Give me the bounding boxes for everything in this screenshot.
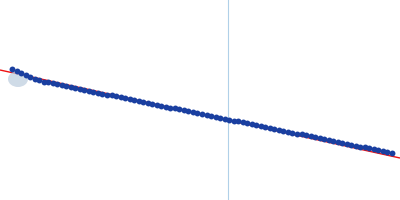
Point [108,94,115,97]
Point [271,127,278,130]
Point [172,107,178,110]
Point [262,125,268,129]
Point [307,135,314,138]
Point [267,126,273,130]
Point [176,108,182,111]
Point [136,99,142,103]
Point [344,142,350,145]
Point [81,88,88,91]
Point [126,98,133,101]
Point [222,117,228,120]
Point [181,109,187,112]
Point [285,130,291,133]
Point [230,119,237,122]
Point [77,87,83,91]
Point [122,97,128,100]
Point [380,150,386,153]
Point [312,136,318,139]
Point [36,79,42,82]
Point [45,81,51,84]
Point [208,114,214,117]
Point [154,103,160,106]
Point [348,143,354,146]
Point [50,82,56,85]
Point [99,92,106,95]
Point [276,128,282,131]
Point [54,83,60,86]
Point [203,113,210,117]
Point [22,74,29,77]
Point [212,115,219,118]
Point [298,133,305,136]
Point [95,91,101,94]
Point [330,139,336,143]
Point [113,95,119,98]
Point [68,85,74,89]
Point [86,89,92,92]
Point [326,138,332,142]
Point [63,85,70,88]
Point [389,151,395,155]
Point [194,111,201,115]
Point [104,93,110,96]
Ellipse shape [8,71,28,87]
Point [334,140,341,143]
Point [321,137,327,141]
Point [303,134,309,137]
Point [32,77,38,80]
Point [72,86,78,90]
Point [244,122,250,125]
Point [357,145,364,148]
Point [131,98,137,102]
Point [371,148,377,151]
Point [339,141,346,144]
Point [140,100,146,104]
Point [144,101,151,104]
Point [280,129,287,132]
Point [353,144,359,147]
Point [199,112,205,116]
Point [289,131,296,134]
Point [362,146,368,149]
Point [190,111,196,114]
Point [40,80,47,83]
Point [90,90,97,93]
Point [248,123,255,126]
Point [258,124,264,128]
Point [294,132,300,135]
Point [163,105,169,108]
Point [235,120,241,123]
Point [9,67,15,71]
Point [375,149,382,152]
Point [149,102,156,105]
Point [167,106,174,109]
Point [384,150,391,154]
Point [27,76,33,79]
Point [366,147,372,150]
Point [226,118,232,121]
Point [316,137,323,140]
Point [185,110,192,113]
Point [117,96,124,99]
Point [18,72,24,75]
Point [158,104,164,107]
Point [13,69,20,73]
Point [253,124,260,127]
Point [217,116,223,119]
Point [58,84,65,87]
Point [240,121,246,124]
